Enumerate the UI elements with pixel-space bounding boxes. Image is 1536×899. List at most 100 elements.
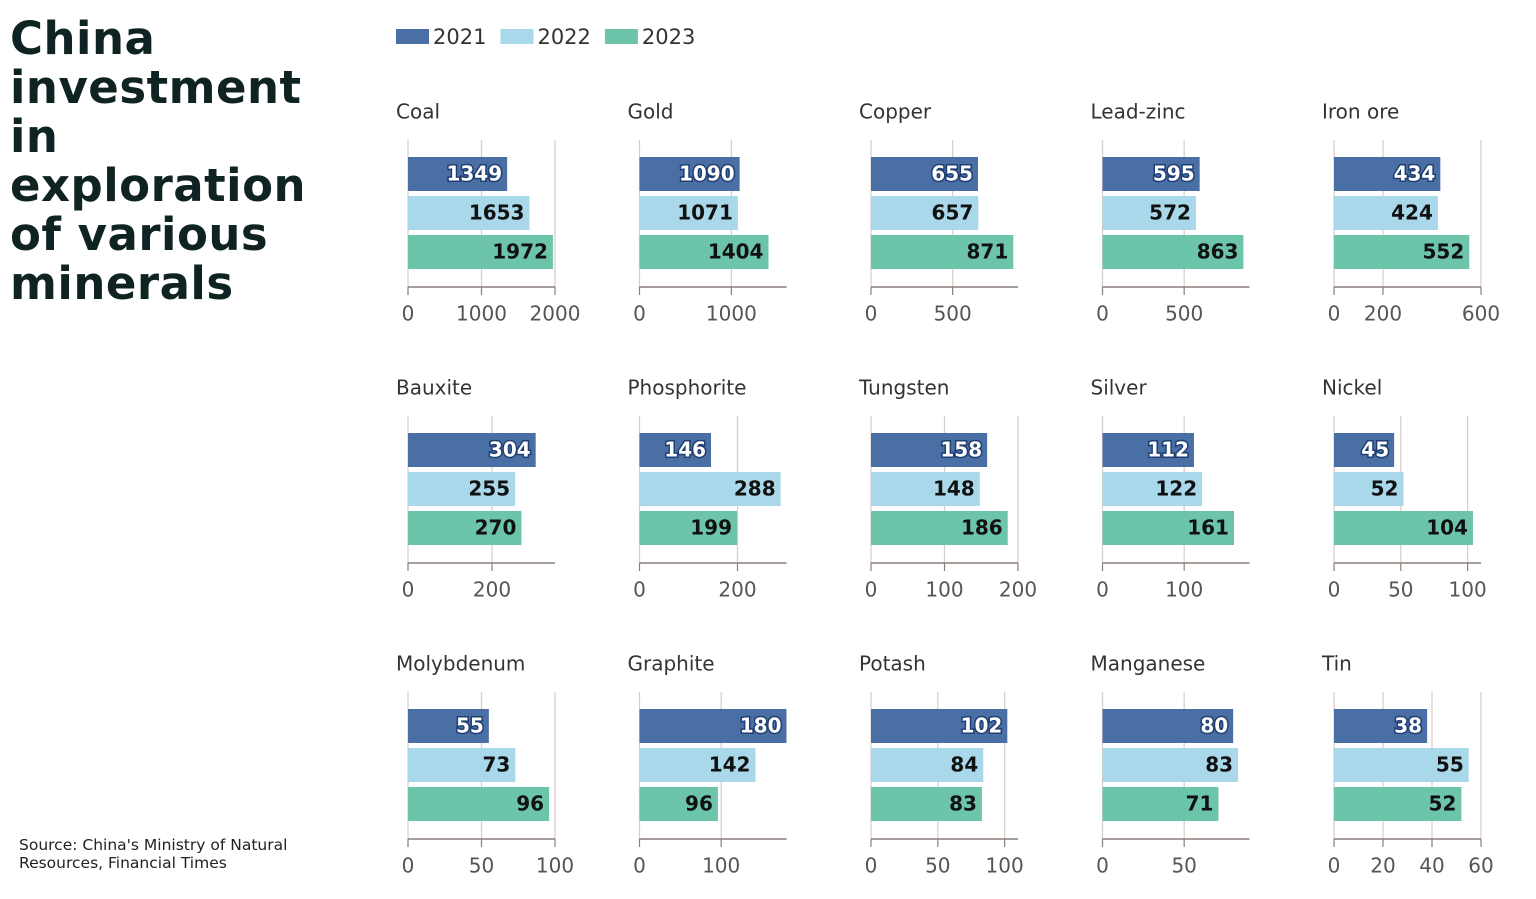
bar bbox=[1102, 433, 1194, 467]
x-tick-label: 0 bbox=[1096, 302, 1109, 326]
legend-label: 2021 bbox=[433, 25, 486, 49]
panel-title: Copper bbox=[859, 100, 932, 124]
value-label: 424 bbox=[1391, 201, 1433, 225]
value-label: 146 bbox=[664, 438, 706, 462]
bar bbox=[639, 511, 738, 545]
x-tick-label: 40 bbox=[1419, 854, 1444, 878]
value-label: 199 bbox=[690, 516, 732, 540]
x-tick-label: 1000 bbox=[456, 302, 507, 326]
panel-title: Silver bbox=[1091, 376, 1148, 400]
x-tick-label: 100 bbox=[986, 854, 1024, 878]
value-label: 1349 bbox=[446, 162, 502, 186]
value-label: 657 bbox=[932, 201, 974, 225]
x-tick-label: 0 bbox=[865, 302, 878, 326]
bar bbox=[1102, 709, 1234, 743]
bar bbox=[1102, 748, 1239, 782]
bar bbox=[1102, 511, 1234, 545]
bar bbox=[639, 235, 769, 269]
panel-title: Manganese bbox=[1091, 652, 1206, 676]
value-label: 186 bbox=[961, 516, 1003, 540]
bar bbox=[1334, 472, 1404, 506]
value-label: 112 bbox=[1147, 438, 1189, 462]
bar bbox=[1334, 511, 1473, 545]
x-tick-label: 0 bbox=[1096, 854, 1109, 878]
panel-title: Coal bbox=[396, 100, 440, 124]
bar bbox=[408, 235, 553, 269]
x-tick-label: 50 bbox=[1388, 578, 1413, 602]
bar bbox=[871, 511, 1008, 545]
x-tick-label: 500 bbox=[1165, 302, 1203, 326]
value-label: 80 bbox=[1200, 714, 1228, 738]
source-note: Source: China's Ministry of Natural Reso… bbox=[19, 836, 288, 872]
value-label: 45 bbox=[1361, 438, 1389, 462]
panel-title: Potash bbox=[859, 652, 926, 676]
panel-title: Tin bbox=[1321, 652, 1352, 676]
x-tick-label: 0 bbox=[865, 578, 878, 602]
value-label: 655 bbox=[931, 162, 973, 186]
bar bbox=[871, 433, 988, 467]
value-label: 158 bbox=[940, 438, 982, 462]
bar bbox=[871, 709, 1008, 743]
bar bbox=[1334, 196, 1438, 230]
bar bbox=[871, 748, 984, 782]
bar bbox=[871, 196, 979, 230]
bar bbox=[1334, 748, 1469, 782]
value-label: 52 bbox=[1371, 477, 1399, 501]
bar bbox=[408, 709, 489, 743]
bar bbox=[871, 787, 982, 821]
panel-title: Tungsten bbox=[858, 376, 949, 400]
value-label: 270 bbox=[475, 516, 517, 540]
panel-title: Graphite bbox=[628, 652, 715, 676]
value-label: 83 bbox=[949, 792, 977, 816]
value-label: 104 bbox=[1426, 516, 1468, 540]
bar bbox=[1334, 235, 1470, 269]
value-label: 1090 bbox=[679, 162, 735, 186]
bar bbox=[408, 787, 550, 821]
bar bbox=[1102, 157, 1200, 191]
value-label: 1071 bbox=[677, 201, 733, 225]
value-label: 83 bbox=[1205, 753, 1233, 777]
bar bbox=[1102, 235, 1244, 269]
legend-swatch bbox=[500, 29, 534, 44]
x-tick-label: 100 bbox=[1449, 578, 1487, 602]
x-tick-label: 0 bbox=[1096, 578, 1109, 602]
bar bbox=[639, 157, 740, 191]
value-label: 148 bbox=[933, 477, 975, 501]
bar bbox=[639, 787, 718, 821]
bar bbox=[639, 433, 712, 467]
value-label: 288 bbox=[734, 477, 776, 501]
value-label: 102 bbox=[961, 714, 1003, 738]
value-label: 434 bbox=[1394, 162, 1436, 186]
x-tick-label: 0 bbox=[865, 854, 878, 878]
bar bbox=[639, 472, 781, 506]
value-label: 73 bbox=[482, 753, 510, 777]
value-label: 1972 bbox=[492, 240, 548, 264]
x-tick-label: 100 bbox=[702, 854, 740, 878]
x-tick-label: 0 bbox=[633, 854, 646, 878]
value-label: 255 bbox=[468, 477, 510, 501]
value-label: 1404 bbox=[708, 240, 764, 264]
bar bbox=[408, 511, 522, 545]
bar bbox=[871, 157, 978, 191]
x-tick-label: 100 bbox=[925, 578, 963, 602]
panel-title: Nickel bbox=[1322, 376, 1382, 400]
legend-swatch bbox=[396, 29, 429, 44]
x-tick-label: 100 bbox=[536, 854, 574, 878]
bar bbox=[639, 196, 738, 230]
bar bbox=[408, 472, 516, 506]
x-tick-label: 2000 bbox=[530, 302, 581, 326]
x-tick-label: 0 bbox=[633, 578, 646, 602]
x-tick-label: 600 bbox=[1462, 302, 1500, 326]
x-tick-label: 200 bbox=[473, 578, 511, 602]
legend-label: 2023 bbox=[642, 25, 695, 49]
value-label: 84 bbox=[950, 753, 978, 777]
bar bbox=[1102, 472, 1203, 506]
bar bbox=[1334, 433, 1395, 467]
value-label: 96 bbox=[685, 792, 713, 816]
value-label: 55 bbox=[456, 714, 484, 738]
bar bbox=[408, 196, 530, 230]
bar bbox=[871, 235, 1014, 269]
value-label: 55 bbox=[1436, 753, 1464, 777]
value-label: 871 bbox=[967, 240, 1009, 264]
